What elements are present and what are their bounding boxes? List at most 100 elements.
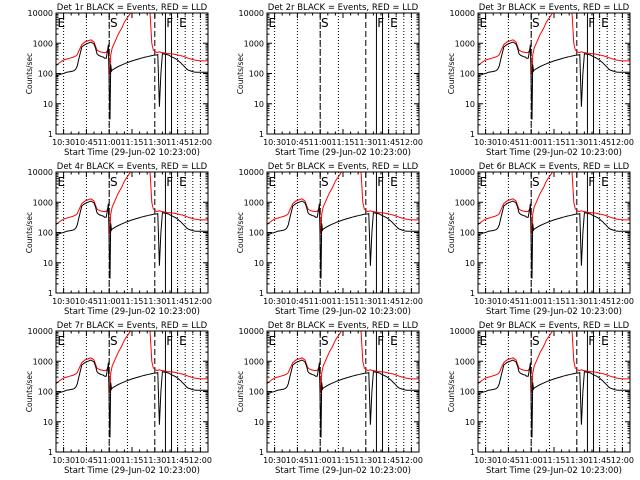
y-tick-label: 10	[465, 418, 475, 427]
x-tick-label: 10:45	[286, 456, 309, 465]
x-tick-label: 10:30	[52, 297, 75, 306]
x-tick-label: 10:30	[52, 456, 75, 465]
marker-lines	[274, 13, 412, 134]
x-axis-label: Start Time (29-Jun-02 10:23:00)	[486, 148, 622, 158]
panel-title: Det 5r BLACK = Events, RED = LLD	[268, 162, 419, 172]
data-series	[478, 331, 630, 438]
x-axis-label: Start Time (29-Jun-02 10:23:00)	[275, 148, 411, 158]
y-tick-label: 10000	[450, 327, 475, 336]
events-series-line	[56, 41, 208, 120]
y-axis-label: Counts/sec	[447, 212, 456, 253]
marker-label: F	[166, 175, 173, 189]
x-tick-label: 11:00	[309, 297, 332, 306]
x-tick-label: 12:00	[611, 456, 634, 465]
marker-label: E	[601, 175, 609, 189]
events-series-line	[56, 359, 208, 438]
lld-series-line	[267, 331, 419, 393]
x-tick-label: 12:00	[611, 138, 634, 147]
x-tick-label: 11:45	[377, 138, 400, 147]
marker-lines	[63, 13, 201, 134]
y-axis-label: Counts/sec	[25, 212, 34, 253]
events-series-line	[478, 359, 630, 438]
x-tick-label: 10:45	[497, 297, 520, 306]
x-tick-label: 12:00	[400, 456, 423, 465]
y-tick-label: 1000	[33, 198, 53, 207]
x-tick-label: 11:45	[377, 297, 400, 306]
marker-label: E	[179, 334, 187, 348]
y-tick-label: 1000	[33, 39, 53, 48]
y-tick-label: 10000	[28, 327, 53, 336]
x-tick-label: 11:45	[588, 297, 611, 306]
y-tick-label: 1000	[455, 357, 475, 366]
y-tick-label: 10000	[239, 9, 264, 18]
x-tick-label: 12:00	[400, 138, 423, 147]
panel-title: Det 6r BLACK = Events, RED = LLD	[479, 162, 630, 172]
x-tick-label: 11:30	[143, 456, 166, 465]
marker-label: E	[601, 16, 609, 30]
marker-label: S	[321, 175, 329, 189]
marker-label: S	[110, 334, 118, 348]
lld-series-line	[478, 331, 630, 393]
x-tick-label: 10:45	[75, 138, 98, 147]
x-tick-label: 11:00	[520, 297, 543, 306]
lld-series-line	[478, 172, 630, 234]
x-tick-label: 12:00	[189, 456, 212, 465]
y-tick-label: 1	[48, 130, 53, 139]
y-axis-label: Counts/sec	[236, 371, 245, 412]
x-tick-label: 10:30	[474, 297, 497, 306]
x-tick-label: 11:30	[354, 297, 377, 306]
panel-title: Det 9r BLACK = Events, RED = LLD	[479, 321, 630, 331]
marker-label: E	[58, 175, 66, 189]
marker-label: E	[601, 334, 609, 348]
marker-lines	[485, 13, 623, 134]
y-axis-label: Counts/sec	[236, 53, 245, 94]
marker-label: E	[390, 175, 398, 189]
x-tick-label: 11:00	[98, 456, 121, 465]
lld-series-line	[56, 172, 208, 234]
marker-label: S	[321, 16, 329, 30]
y-tick-label: 10	[254, 418, 264, 427]
y-tick-label: 1	[470, 289, 475, 298]
events-series-line	[478, 41, 630, 120]
panel-title: Det 7r BLACK = Events, RED = LLD	[57, 321, 208, 331]
y-tick-label: 1000	[33, 357, 53, 366]
x-axis-label: Start Time (29-Jun-02 10:23:00)	[64, 307, 200, 317]
x-tick-label: 12:00	[611, 297, 634, 306]
marker-label: E	[480, 175, 488, 189]
marker-label: S	[532, 334, 540, 348]
x-tick-label: 11:00	[520, 456, 543, 465]
marker-label: E	[179, 175, 187, 189]
data-series	[56, 13, 208, 120]
x-tick-label: 11:00	[98, 138, 121, 147]
marker-label: S	[110, 175, 118, 189]
x-axis-label: Start Time (29-Jun-02 10:23:00)	[275, 466, 411, 476]
marker-label: E	[480, 334, 488, 348]
events-series-line	[267, 200, 419, 279]
y-tick-label: 100	[38, 229, 53, 238]
x-tick-label: 11:15	[331, 456, 354, 465]
x-tick-label: 11:00	[309, 138, 332, 147]
x-tick-label: 11:45	[166, 297, 189, 306]
x-axis-label: Start Time (29-Jun-02 10:23:00)	[275, 307, 411, 317]
x-tick-label: 11:30	[143, 297, 166, 306]
x-tick-label: 12:00	[189, 138, 212, 147]
events-series-line	[478, 200, 630, 279]
x-tick-label: 11:15	[120, 297, 143, 306]
y-tick-label: 1	[470, 448, 475, 457]
x-tick-label: 11:30	[354, 138, 377, 147]
x-tick-label: 10:30	[474, 456, 497, 465]
x-tick-label: 11:45	[166, 456, 189, 465]
y-tick-label: 10	[43, 100, 53, 109]
x-axis-label: Start Time (29-Jun-02 10:23:00)	[64, 466, 200, 476]
lld-series-line	[56, 13, 208, 75]
x-tick-label: 10:45	[286, 297, 309, 306]
x-tick-label: 11:15	[120, 138, 143, 147]
x-tick-label: 11:15	[542, 138, 565, 147]
y-tick-label: 100	[249, 229, 264, 238]
y-axis-label: Counts/sec	[447, 371, 456, 412]
